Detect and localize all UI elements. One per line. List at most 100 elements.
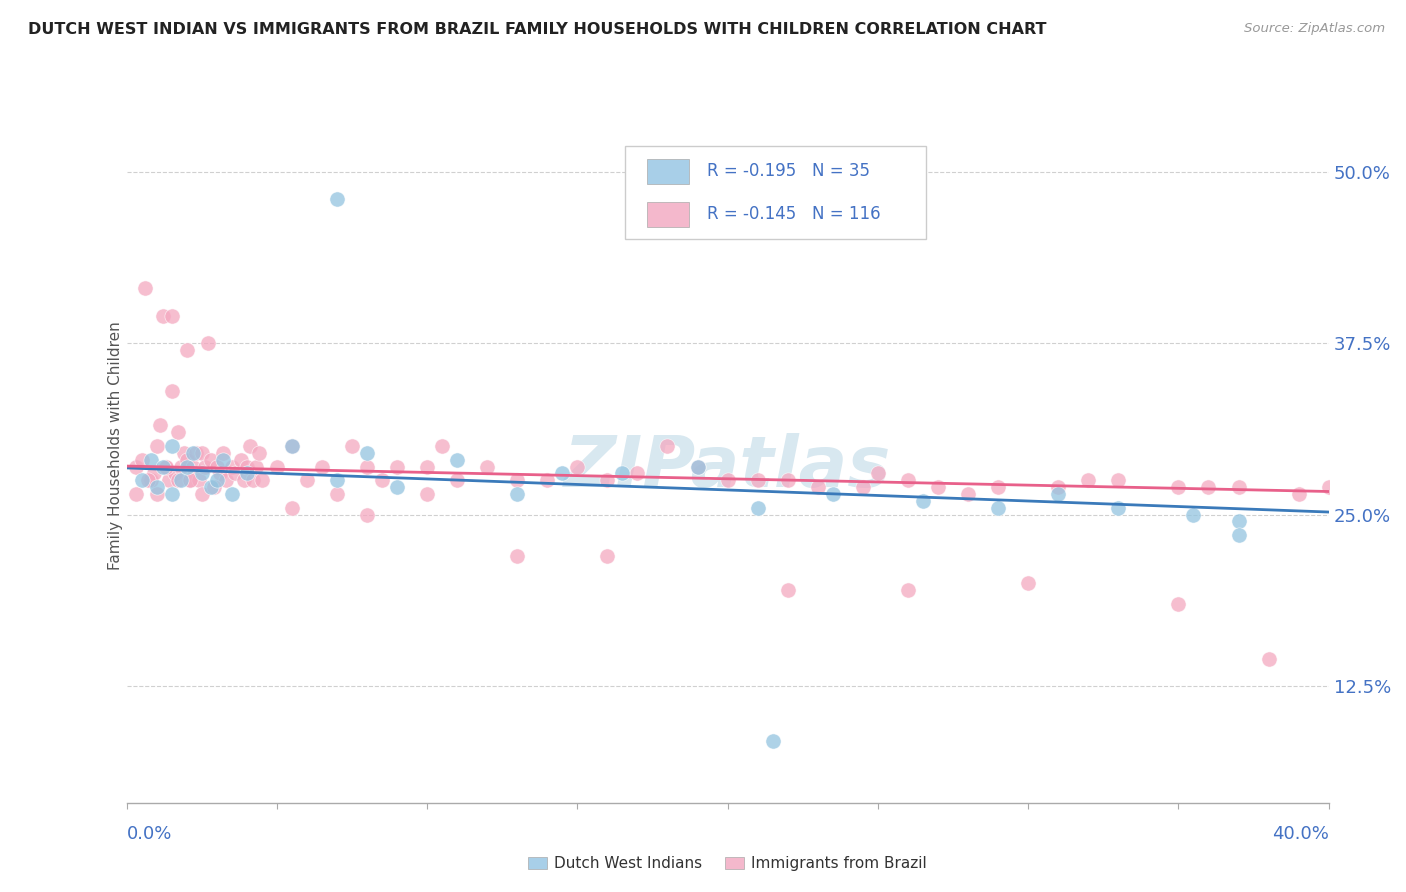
Point xyxy=(200,452,222,467)
Text: R = -0.195   N = 35: R = -0.195 N = 35 xyxy=(707,162,870,180)
Point xyxy=(1227,528,1250,542)
Point xyxy=(166,425,188,440)
Point xyxy=(149,418,172,433)
Point xyxy=(142,467,165,481)
Point xyxy=(1317,480,1340,494)
Point xyxy=(242,473,264,487)
Point xyxy=(747,500,769,515)
Point xyxy=(821,487,844,501)
Point xyxy=(160,439,183,453)
Point xyxy=(762,734,785,748)
Text: DUTCH WEST INDIAN VS IMMIGRANTS FROM BRAZIL FAMILY HOUSEHOLDS WITH CHILDREN CORR: DUTCH WEST INDIAN VS IMMIGRANTS FROM BRA… xyxy=(28,22,1046,37)
Point xyxy=(194,459,217,474)
Point xyxy=(340,439,363,453)
Text: R = -0.145   N = 116: R = -0.145 N = 116 xyxy=(707,205,880,223)
Point xyxy=(385,480,408,494)
Point xyxy=(776,583,799,598)
Point xyxy=(155,459,177,474)
Point xyxy=(1167,480,1189,494)
Legend: Dutch West Indians, Immigrants from Brazil: Dutch West Indians, Immigrants from Braz… xyxy=(522,850,934,877)
Point xyxy=(911,494,934,508)
Point xyxy=(181,459,204,474)
Text: 40.0%: 40.0% xyxy=(1272,825,1329,843)
Point xyxy=(176,343,198,357)
Point xyxy=(311,459,333,474)
Point xyxy=(224,467,246,481)
Point xyxy=(200,480,222,494)
Y-axis label: Family Households with Children: Family Households with Children xyxy=(108,322,122,570)
Point xyxy=(179,473,201,487)
Point xyxy=(190,487,212,501)
Point xyxy=(1077,473,1099,487)
Point xyxy=(179,473,201,487)
Point xyxy=(686,459,709,474)
Point xyxy=(124,487,146,501)
Point xyxy=(416,487,439,501)
Point xyxy=(596,473,619,487)
Point xyxy=(686,459,709,474)
Point xyxy=(211,452,233,467)
Point xyxy=(506,549,529,563)
FancyBboxPatch shape xyxy=(647,202,689,227)
Point xyxy=(1288,487,1310,501)
Point xyxy=(385,459,408,474)
Point xyxy=(232,473,254,487)
Point xyxy=(155,459,177,474)
Point xyxy=(897,473,920,487)
Point xyxy=(536,473,558,487)
Point xyxy=(176,452,198,467)
Point xyxy=(416,459,439,474)
Point xyxy=(747,473,769,487)
Point xyxy=(356,446,378,460)
Point xyxy=(1182,508,1205,522)
Point xyxy=(157,473,180,487)
Point xyxy=(215,473,238,487)
Point xyxy=(211,446,233,460)
Point xyxy=(371,473,394,487)
Point xyxy=(897,583,920,598)
Point xyxy=(446,452,468,467)
Point xyxy=(221,487,243,501)
Point xyxy=(446,473,468,487)
Point xyxy=(612,467,634,481)
Point xyxy=(776,473,799,487)
Point xyxy=(190,467,212,481)
Point xyxy=(202,480,225,494)
FancyBboxPatch shape xyxy=(626,146,927,239)
Point xyxy=(266,459,288,474)
Point xyxy=(205,473,228,487)
FancyBboxPatch shape xyxy=(647,159,689,184)
Point xyxy=(1107,500,1129,515)
Point xyxy=(1107,473,1129,487)
Point xyxy=(866,467,889,481)
Point xyxy=(1257,651,1279,665)
Point xyxy=(131,452,153,467)
Point xyxy=(160,384,183,398)
Point xyxy=(626,467,648,481)
Point xyxy=(1227,480,1250,494)
Point xyxy=(152,309,174,323)
Point xyxy=(281,439,304,453)
Point xyxy=(657,439,679,453)
Point xyxy=(173,446,195,460)
Point xyxy=(131,473,153,487)
Point xyxy=(145,487,167,501)
Point xyxy=(807,480,830,494)
Point xyxy=(235,467,259,481)
Point xyxy=(160,309,183,323)
Point xyxy=(197,336,219,351)
Point xyxy=(139,452,162,467)
Point xyxy=(235,459,259,474)
Point xyxy=(190,446,212,460)
Point xyxy=(987,480,1010,494)
Point xyxy=(169,459,191,474)
Point xyxy=(163,467,186,481)
Point xyxy=(1197,480,1219,494)
Point xyxy=(567,459,589,474)
Point xyxy=(205,459,228,474)
Point xyxy=(134,281,156,295)
Point xyxy=(326,192,349,206)
Point xyxy=(475,459,498,474)
Point xyxy=(145,439,167,453)
Point xyxy=(551,467,574,481)
